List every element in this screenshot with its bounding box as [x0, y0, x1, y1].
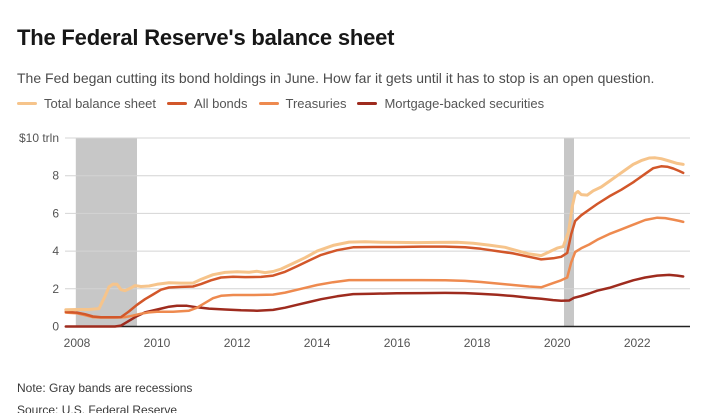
series-line-total-balance-sheet	[64, 156, 685, 312]
legend-label: All bonds	[194, 96, 248, 111]
series-line-mortgage-backed-securities	[64, 273, 685, 328]
balance-sheet-line-chart: 0 2 4 6 8 $10 trln 2008 2010 2012 2014 2016 2018 202…	[19, 131, 690, 350]
legend-item-treasuries: Treasuries	[258, 96, 347, 111]
x-tick-label: 2022	[624, 336, 651, 350]
y-tick-label: $10 trln	[19, 131, 59, 145]
legend: Total balance sheet All bonds Treasuries Mo…	[17, 96, 544, 111]
legend-label: Total balance sheet	[44, 96, 157, 111]
x-tick-label: 2014	[304, 336, 331, 350]
series-line-all-bonds	[64, 165, 685, 319]
x-tick-label: 2010	[144, 336, 171, 350]
x-tick-label: 2018	[464, 336, 491, 350]
series-line-treasuries	[64, 216, 685, 319]
x-tick-label: 2012	[224, 336, 251, 350]
recession-band	[75, 138, 137, 327]
legend-swatch-total-balance-sheet	[17, 102, 37, 105]
y-tick-label: 4	[52, 244, 59, 258]
x-tick-label: 2008	[64, 336, 91, 350]
x-tick-label: 2020	[544, 336, 571, 350]
legend-swatch-all-bonds	[167, 102, 188, 105]
chart-source: Source: U.S. Federal Reserve	[17, 403, 178, 413]
legend-label: Mortgage-backed securities	[384, 96, 545, 111]
y-tick-label: 2	[52, 282, 59, 296]
y-tick-label: 6	[52, 206, 59, 220]
y-tick-label: 8	[52, 169, 59, 183]
legend-label: Treasuries	[285, 96, 347, 111]
legend-item-mortgage-backed-securities: Mortgage-backed securities	[357, 96, 544, 111]
x-tick-label: 2016	[384, 336, 411, 350]
chart-note: Note: Gray bands are recessions	[17, 381, 193, 395]
legend-item-all-bonds: All bonds	[167, 96, 248, 111]
y-tick-label: 0	[52, 320, 59, 334]
legend-item-total-balance-sheet: Total balance sheet	[17, 96, 156, 111]
page-title: The Federal Reserve's balance sheet	[17, 24, 395, 50]
legend-swatch-treasuries	[258, 102, 279, 105]
chart-subtitle: The Fed began cutting its bond holdings …	[17, 70, 655, 86]
legend-swatch-mortgage-backed-securities	[357, 102, 378, 105]
